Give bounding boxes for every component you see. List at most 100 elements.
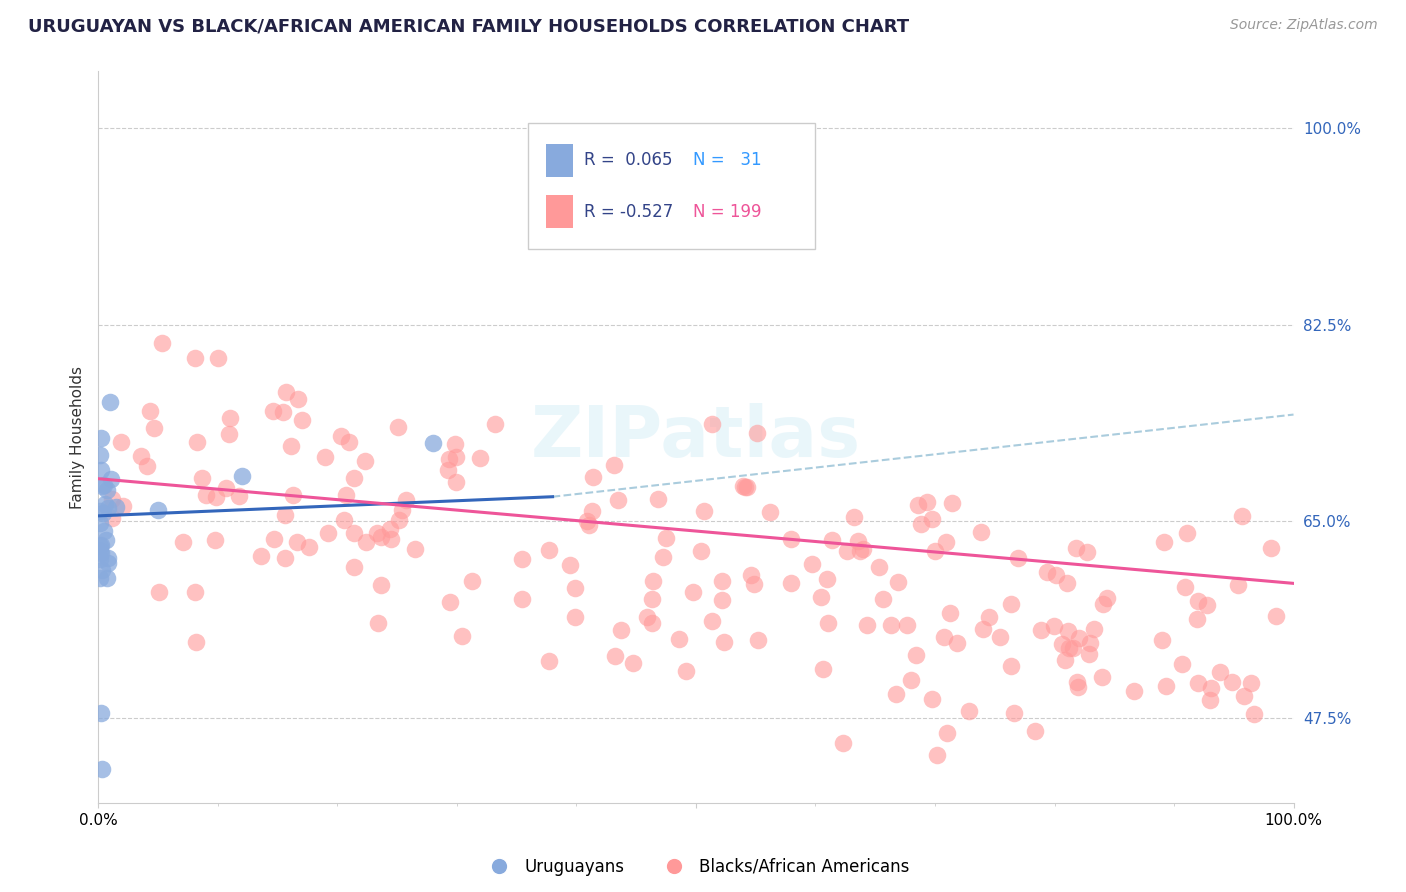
Point — [228, 489, 250, 503]
Point — [1069, 631, 1091, 645]
Point — [1000, 658, 1022, 673]
Point — [575, 514, 598, 528]
Point — [636, 609, 658, 624]
Point — [1095, 591, 1118, 605]
Point — [1230, 508, 1253, 523]
Point — [932, 630, 955, 644]
Point — [848, 544, 870, 558]
Point — [747, 632, 769, 647]
Point — [917, 495, 939, 509]
Point — [835, 543, 858, 558]
Point — [690, 544, 713, 558]
Point — [287, 392, 309, 406]
Point — [921, 692, 943, 706]
Point — [1057, 624, 1080, 638]
Point — [910, 516, 932, 531]
Point — [815, 572, 838, 586]
Point — [285, 535, 308, 549]
Point — [298, 540, 321, 554]
Point — [610, 623, 633, 637]
Point — [90, 431, 112, 445]
Point — [231, 469, 253, 483]
Point — [370, 578, 392, 592]
Point — [1076, 545, 1098, 559]
Point — [218, 426, 240, 441]
Point — [641, 592, 664, 607]
Point — [90, 463, 112, 477]
Point — [219, 410, 242, 425]
Point — [437, 462, 460, 476]
Point — [89, 539, 111, 553]
Point — [93, 477, 115, 491]
Point — [195, 487, 218, 501]
Point — [924, 544, 946, 558]
Point — [271, 405, 294, 419]
Point — [89, 552, 111, 566]
Point — [693, 504, 716, 518]
Point — [1220, 675, 1243, 690]
Point — [343, 526, 366, 541]
Point — [367, 615, 389, 630]
Point — [91, 762, 114, 776]
Point — [621, 656, 644, 670]
Point — [1174, 580, 1197, 594]
Point — [581, 504, 603, 518]
Point — [316, 526, 339, 541]
Point — [647, 492, 669, 507]
Point — [1171, 657, 1194, 671]
Point — [972, 622, 994, 636]
Point — [90, 706, 112, 720]
Point — [1057, 640, 1080, 655]
Y-axis label: Family Households: Family Households — [69, 366, 84, 508]
Point — [1031, 623, 1053, 637]
Point — [96, 571, 118, 585]
Point — [744, 577, 766, 591]
Point — [1007, 551, 1029, 566]
Point — [1078, 636, 1101, 650]
Point — [537, 654, 560, 668]
Point — [900, 673, 922, 688]
Point — [150, 336, 173, 351]
Text: N = 199: N = 199 — [693, 202, 762, 220]
Point — [91, 507, 114, 521]
Point — [1123, 683, 1146, 698]
Point — [204, 533, 226, 547]
Point — [810, 591, 832, 605]
Point — [1043, 618, 1066, 632]
Point — [842, 509, 865, 524]
Point — [813, 662, 835, 676]
Text: R = -0.527: R = -0.527 — [585, 202, 673, 220]
Point — [759, 505, 782, 519]
Point — [378, 522, 401, 536]
Point — [91, 479, 114, 493]
Point — [832, 736, 855, 750]
Point — [970, 524, 993, 539]
Point — [1197, 599, 1219, 613]
Point — [111, 499, 134, 513]
Point — [90, 546, 112, 560]
Point — [1260, 541, 1282, 556]
Point — [262, 404, 284, 418]
Point — [977, 609, 1000, 624]
Point — [558, 558, 581, 572]
Point — [1156, 680, 1178, 694]
Point — [484, 417, 506, 431]
Text: Source: ZipAtlas.com: Source: ZipAtlas.com — [1230, 18, 1378, 32]
Point — [343, 471, 366, 485]
Point — [1050, 637, 1073, 651]
Point — [1153, 535, 1175, 549]
Point — [668, 632, 690, 647]
Point — [1199, 681, 1222, 695]
Point — [510, 592, 533, 607]
Text: URUGUAYAN VS BLACK/AFRICAN AMERICAN FAMILY HOUSEHOLDS CORRELATION CHART: URUGUAYAN VS BLACK/AFRICAN AMERICAN FAMI… — [28, 18, 910, 36]
Point — [564, 581, 586, 595]
Point — [887, 574, 910, 589]
Point — [97, 501, 120, 516]
Point — [896, 617, 918, 632]
Point — [936, 726, 959, 740]
Point — [354, 535, 377, 549]
Point — [443, 436, 465, 450]
Point — [281, 488, 304, 502]
Point — [291, 413, 314, 427]
Point — [941, 496, 963, 510]
